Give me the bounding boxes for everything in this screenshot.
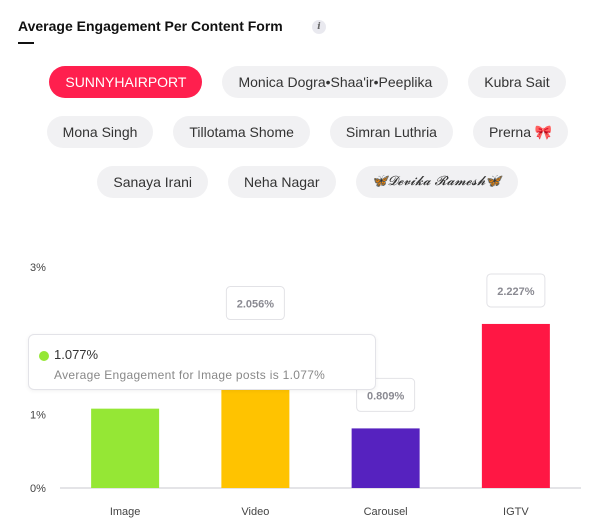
- x-tick-label: Carousel: [364, 506, 408, 518]
- y-tick-label: 1%: [30, 409, 46, 421]
- data-label: 0.809%: [367, 390, 405, 402]
- y-tick-label: 3%: [30, 262, 46, 274]
- profile-chip[interactable]: Mona Singh: [46, 116, 154, 148]
- bar-carousel: [351, 428, 420, 488]
- data-label-box: [225, 286, 285, 321]
- tooltip-color-dot: [39, 351, 49, 361]
- x-tick-label: Image: [110, 506, 141, 518]
- bar-igtv: [481, 323, 550, 488]
- chart-title: Average Engagement Per Content Form: [18, 18, 283, 34]
- data-label: 2.056%: [237, 299, 275, 311]
- profile-chip-list: SUNNYHAIRPORT Monica Dogra•Shaa'ir•Peepli…: [0, 66, 615, 216]
- x-tick-label: Video: [241, 506, 269, 518]
- tooltip-description: Average Engagement for Image posts is 1.…: [54, 368, 326, 382]
- data-label-box: [486, 273, 546, 308]
- profile-chip[interactable]: 🦋𝓓𝓮𝓿𝓲𝓴𝓪 𝓡𝓪𝓶𝓮𝓼𝓱🦋: [355, 166, 518, 198]
- profile-chip[interactable]: Tillotama Shome: [173, 116, 310, 148]
- profile-chip[interactable]: Kubra Sait: [468, 66, 566, 98]
- chip-row: SUNNYHAIRPORT Monica Dogra•Shaa'ir•Peepli…: [0, 66, 615, 98]
- tooltip-value: 1.077%: [54, 347, 99, 362]
- y-tick-label: 0%: [30, 483, 46, 495]
- chart-tooltip: 1.077% Average Engagement for Image post…: [28, 334, 376, 390]
- profile-chip[interactable]: Simran Luthria: [329, 116, 453, 148]
- chip-row: Sanaya Irani Neha Nagar 🦋𝓓𝓮𝓿𝓲𝓴𝓪 𝓡𝓪𝓶𝓮𝓼𝓱🦋: [0, 166, 615, 198]
- chip-row: Mona Singh Tillotama Shome Simran Luthria P…: [0, 116, 615, 148]
- profile-chip[interactable]: Monica Dogra•Shaa'ir•Peeplika: [222, 66, 449, 98]
- profile-chip[interactable]: Neha Nagar: [228, 166, 336, 198]
- data-label: 2.227%: [497, 286, 535, 298]
- x-tick-label: IGTV: [503, 506, 529, 518]
- bar-image: [91, 408, 160, 488]
- profile-chip[interactable]: Sanaya Irani: [97, 166, 208, 198]
- info-icon[interactable]: i: [312, 20, 326, 34]
- chart-header: Average Engagement Per Content Form i: [18, 18, 326, 44]
- profile-chip[interactable]: Prerna 🎀: [472, 116, 569, 148]
- title-underline: [18, 42, 34, 44]
- profile-chip[interactable]: SUNNYHAIRPORT: [49, 66, 203, 98]
